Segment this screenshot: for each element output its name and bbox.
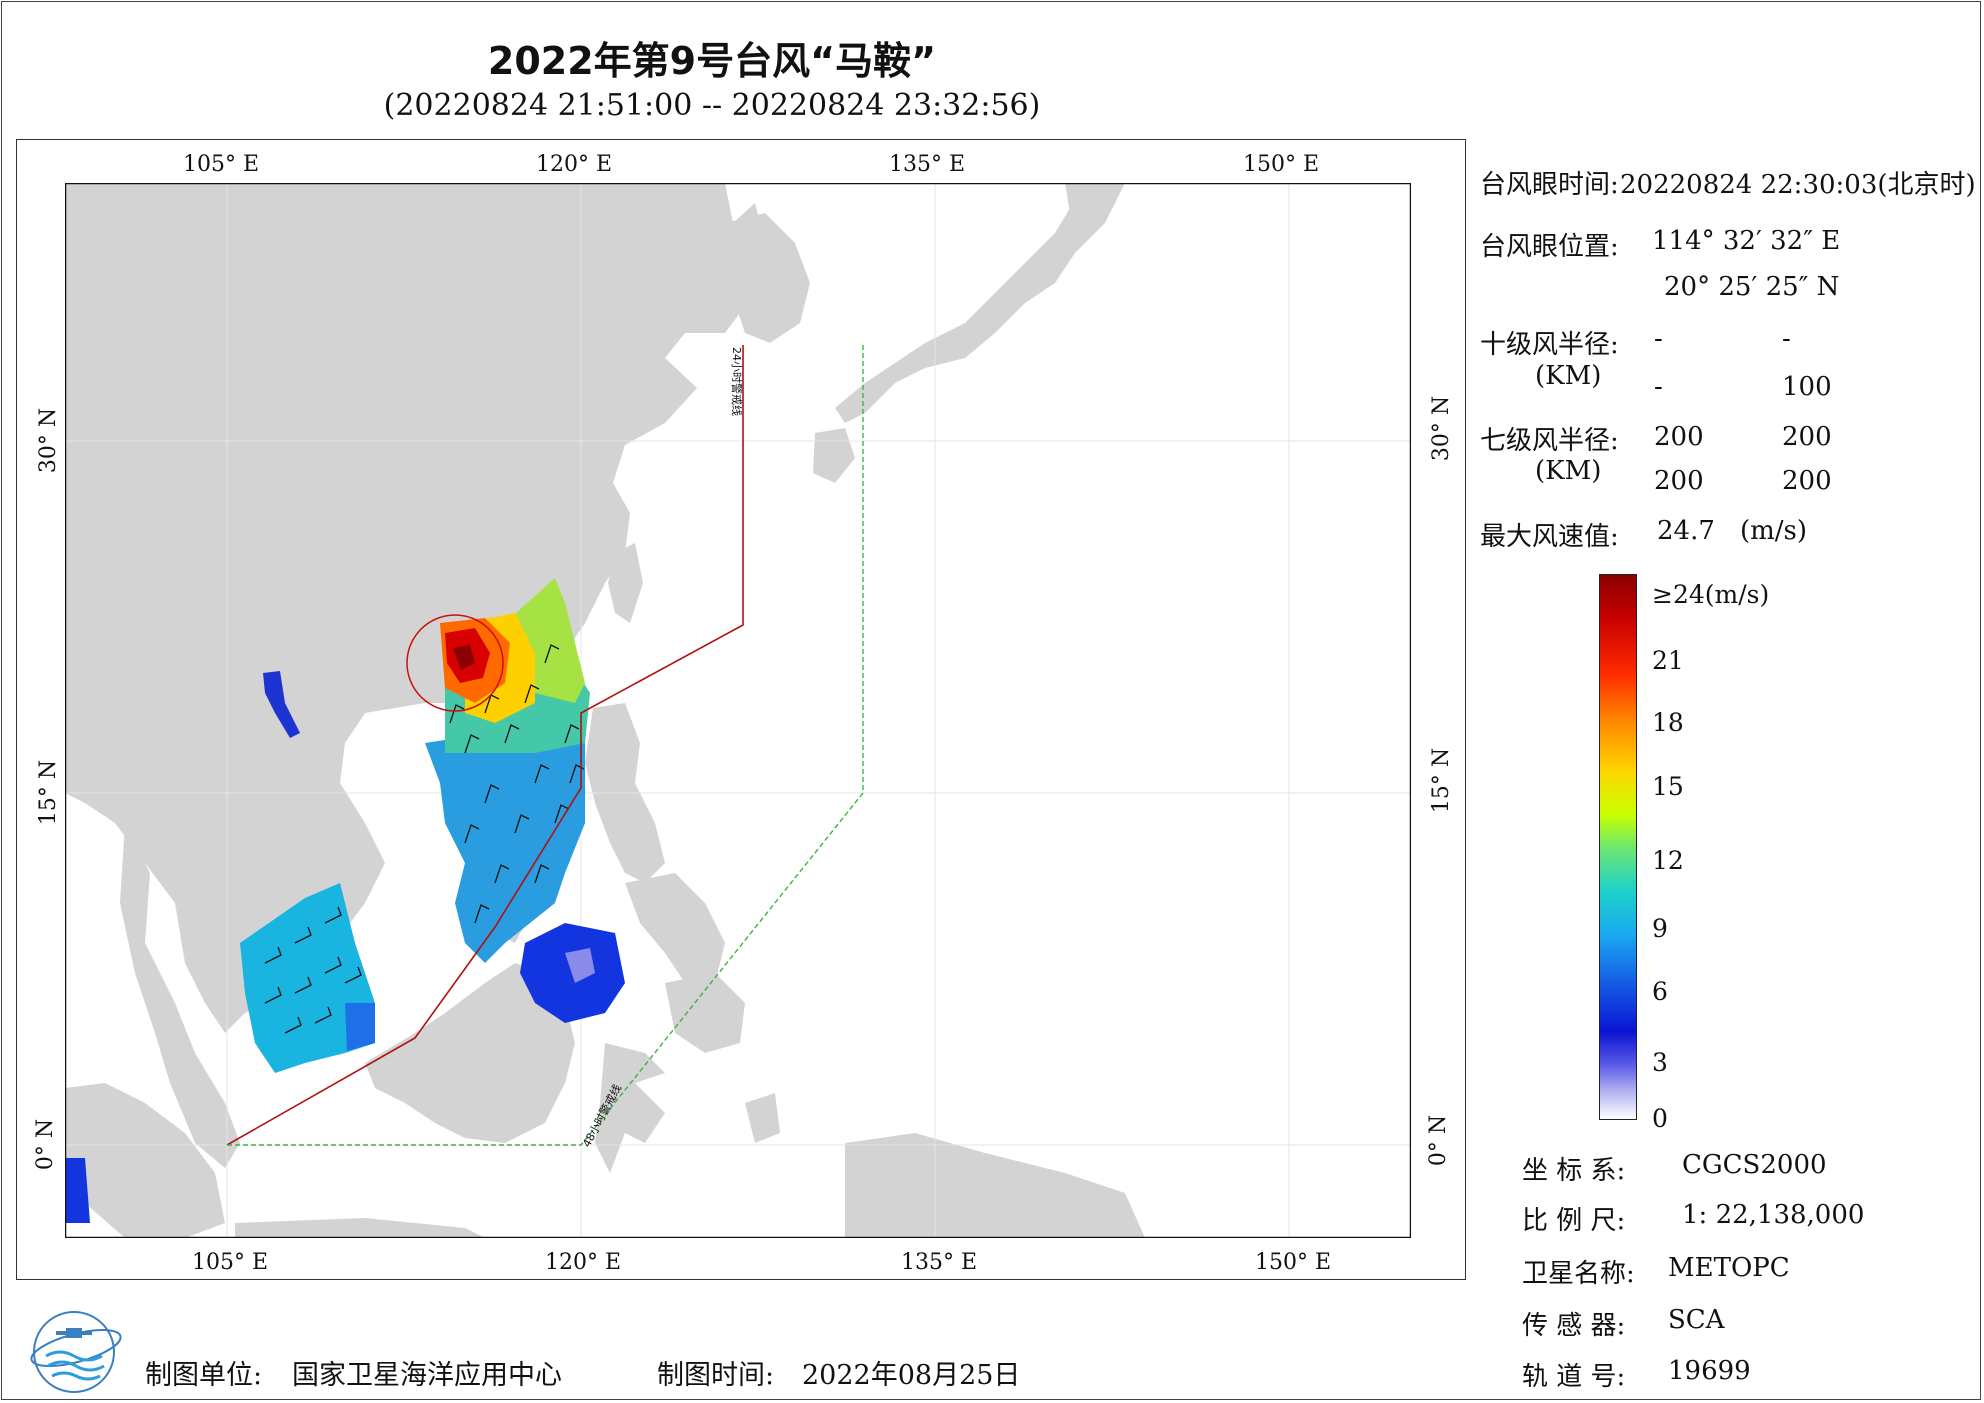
unit-label: 制图单位:: [145, 1360, 263, 1391]
wind-swath-southwest-edge: [345, 1003, 375, 1051]
korea: [725, 213, 810, 343]
graticule: [65, 183, 1411, 1238]
map-subtitle: (20220824 21:51:00 -- 20220824 23:32:56): [383, 88, 1041, 123]
map-frame: [16, 139, 1466, 1280]
map-title: 2022年第9号台风“马鞍”: [487, 39, 937, 83]
legend-label: 21: [1652, 646, 1684, 675]
unit-value: 国家卫星海洋应用中心: [292, 1360, 562, 1391]
legend-label: 0: [1652, 1104, 1668, 1133]
r10-value: 100: [1782, 372, 1832, 402]
r7-value: 200: [1782, 422, 1832, 452]
malay-peninsula: [120, 823, 240, 1168]
java: [235, 1218, 485, 1238]
legend-label: 6: [1652, 977, 1668, 1006]
satellite-value: METOPC: [1668, 1253, 1790, 1283]
eye-time-value: 20220824 22:30:03(北京时): [1620, 170, 1976, 200]
km-unit: (KM): [1535, 456, 1602, 486]
wind-swath-gulf-tonkin: [263, 671, 300, 738]
typhoon-eye-circle: [406, 614, 504, 712]
right-lat-label: 30° N: [1429, 395, 1455, 462]
top-lon-label: 150° E: [1243, 152, 1320, 177]
chart-time-value: 2022年08月25日: [802, 1360, 1021, 1391]
chart-time-label: 制图时间:: [657, 1360, 775, 1391]
r10-value: -: [1654, 372, 1663, 402]
r7-value: 200: [1654, 422, 1704, 452]
left-lat-label: 0° N: [33, 1118, 59, 1171]
wind-swath-sumatra-edge: [65, 1158, 90, 1223]
borneo: [365, 963, 575, 1143]
mindanao: [665, 973, 745, 1053]
right-lat-label: 15° N: [1429, 747, 1455, 814]
orbit-value: 19699: [1668, 1356, 1751, 1386]
wind-swath-core-darkred: [453, 645, 475, 670]
eye-latitude: 20° 25′ 25″ N: [1664, 272, 1840, 302]
maluku: [745, 1093, 780, 1143]
bottom-lon-label: 135° E: [901, 1250, 978, 1275]
legend-label: 12: [1652, 846, 1684, 875]
legend-label: 18: [1652, 708, 1684, 737]
hokkaido: [1065, 183, 1105, 213]
max-wind-value: 24.7: [1657, 516, 1715, 546]
wind-swath-main-south: [425, 723, 585, 963]
mainland-asia: [65, 183, 765, 1033]
legend-label: 3: [1652, 1048, 1668, 1077]
japan: [835, 183, 1125, 423]
taiwan: [608, 543, 643, 623]
r7-value: 200: [1654, 466, 1704, 496]
sumatra: [65, 1083, 225, 1238]
max-wind-unit: (m/s): [1740, 516, 1808, 546]
warning-line-24h-label: 24小时警戒线: [730, 347, 744, 416]
top-lon-label: 135° E: [889, 152, 966, 177]
hainan: [315, 665, 365, 708]
sensor-value: SCA: [1668, 1305, 1725, 1335]
kyushu: [813, 428, 855, 483]
left-lat-label: 30° N: [36, 407, 62, 474]
typhoon-wind-map: 24小时警戒线 48小时警戒线: [65, 183, 1411, 1238]
satellite-label: 卫星名称:: [1522, 1259, 1635, 1289]
crs-value: CGCS2000: [1682, 1150, 1827, 1180]
eye-time-label: 台风眼时间:: [1480, 170, 1619, 200]
bottom-lon-label: 150° E: [1255, 1250, 1332, 1275]
r10-value: -: [1654, 324, 1663, 354]
crs-label: 坐 标 系:: [1522, 1156, 1626, 1186]
max-wind-label: 最大风速值:: [1480, 522, 1619, 552]
legend-label: ≥24(m/s): [1652, 580, 1770, 609]
top-lon-label: 120° E: [536, 152, 613, 177]
wind-swath-southwest: [240, 883, 375, 1073]
philippine-islands: [625, 873, 725, 983]
sulawesi: [595, 1043, 665, 1173]
eye-longitude: 114° 32′ 32″ E: [1652, 226, 1841, 256]
eye-position-label: 台风眼位置:: [1480, 232, 1619, 262]
wind-swath-sulu-light: [565, 948, 595, 983]
bottom-lon-label: 105° E: [192, 1250, 269, 1275]
km-unit: (KM): [1535, 361, 1602, 391]
orbit-label: 轨 道 号:: [1522, 1362, 1626, 1392]
scale-value: 1: 22,138,000: [1682, 1200, 1865, 1230]
bottom-lon-label: 120° E: [545, 1250, 622, 1275]
r10-label: 十级风半径:: [1480, 330, 1619, 360]
sensor-label: 传 感 器:: [1522, 1311, 1626, 1341]
r7-label: 七级风半径:: [1480, 426, 1619, 456]
left-lat-label: 15° N: [36, 759, 62, 826]
legend-label: 9: [1652, 914, 1668, 943]
wind-swath-cluster: [65, 578, 625, 1223]
top-lon-label: 105° E: [183, 152, 260, 177]
wind-speed-colorbar: [1599, 574, 1637, 1120]
scale-label: 比 例 尺:: [1522, 1206, 1626, 1236]
r7-value: 200: [1782, 466, 1832, 496]
map-border: [65, 183, 1411, 1238]
wind-barbs: [264, 644, 585, 1034]
legend-label: 15: [1652, 772, 1684, 801]
new-guinea: [845, 1133, 1145, 1238]
r10-value: -: [1782, 324, 1791, 354]
right-lat-label: 0° N: [1426, 1114, 1452, 1167]
warning-line-48h: [227, 345, 864, 1146]
agency-logo-icon: [30, 1311, 122, 1393]
warning-line-24h: [226, 345, 744, 1146]
